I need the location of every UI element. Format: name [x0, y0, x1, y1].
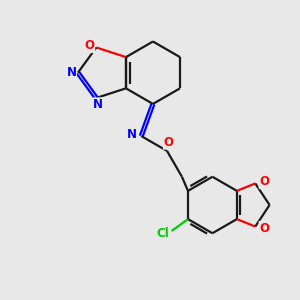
Text: N: N — [128, 128, 137, 141]
Text: N: N — [93, 98, 103, 111]
Text: O: O — [259, 176, 269, 188]
Text: O: O — [85, 40, 95, 52]
Text: N: N — [66, 66, 76, 79]
Text: O: O — [164, 136, 173, 149]
Text: Cl: Cl — [156, 227, 169, 241]
Text: O: O — [259, 221, 269, 235]
